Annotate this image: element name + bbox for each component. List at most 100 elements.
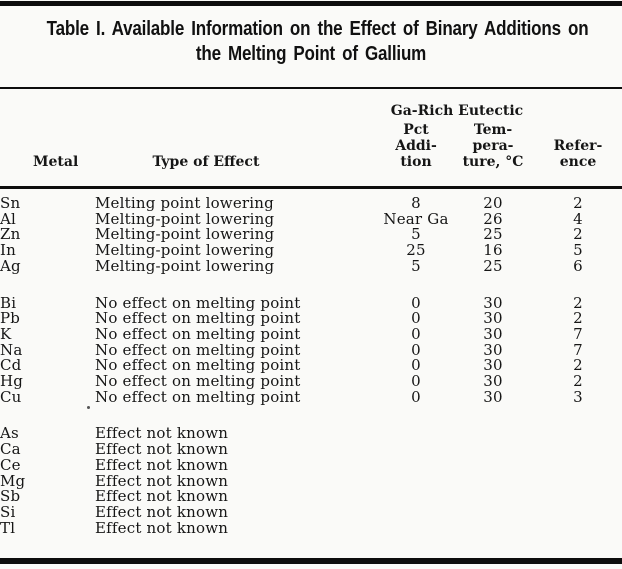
cell-ref xyxy=(534,521,622,537)
cell-temp xyxy=(452,442,534,458)
cell-pct: 5 xyxy=(411,256,421,275)
cell-effect: Melting-point lowering xyxy=(95,241,275,260)
table-row: Al Melting-point lowering Near Ga 26 4 xyxy=(0,209,622,228)
cell-ref: 2 xyxy=(573,372,583,391)
group-spacer xyxy=(0,405,622,426)
cell-effect: Effect not known xyxy=(95,455,229,474)
table-row: Mg Effect not known xyxy=(0,471,622,490)
cell-metal: Ce xyxy=(0,455,21,474)
cell-metal: Pb xyxy=(0,309,21,328)
cell-temp xyxy=(452,521,534,537)
table-top-rule xyxy=(0,1,622,6)
cell-ref xyxy=(534,505,622,521)
table-row: Ce Effect not known xyxy=(0,455,622,474)
header-metal: Metal xyxy=(33,154,79,170)
cell-metal: Cd xyxy=(0,356,22,375)
cell-effect: No effect on melting point xyxy=(95,387,301,406)
cell-pct: 0 xyxy=(411,372,421,391)
header-type-of-effect: Type of Effect xyxy=(152,154,260,170)
cell-effect: Effect not known xyxy=(95,424,229,443)
cell-temp: 30 xyxy=(483,372,503,391)
table-row: Sn Melting point lowering 8 20 2 xyxy=(0,194,622,212)
cell-effect: Effect not known xyxy=(95,487,229,506)
scan-artifact-dot xyxy=(87,406,90,409)
cell-pct: 8 xyxy=(411,194,421,212)
cell-pct xyxy=(380,458,452,474)
cell-ref: 2 xyxy=(573,293,583,312)
cell-metal: Ag xyxy=(0,256,21,275)
header-pct-addition-line3: tion xyxy=(400,154,432,170)
cell-pct: Near Ga xyxy=(383,209,449,228)
cell-temp: 20 xyxy=(483,194,503,212)
cell-pct xyxy=(380,426,452,442)
table-body: Sn Melting point lowering 8 20 2 Al Melting-po… xyxy=(0,194,622,537)
cell-effect: No effect on melting point xyxy=(95,372,301,391)
cell-ref xyxy=(534,458,622,474)
cell-pct: 0 xyxy=(411,387,421,406)
cell-pct xyxy=(380,489,452,505)
cell-effect: Melting-point lowering xyxy=(95,225,275,244)
table-row: Na No effect on melting point 0 30 7 xyxy=(0,340,622,359)
cell-temp xyxy=(452,489,534,505)
cell-effect: No effect on melting point xyxy=(95,356,301,375)
table-row: Cd No effect on melting point 0 30 2 xyxy=(0,358,622,374)
cell-ref xyxy=(534,426,622,442)
cell-effect: No effect on melting point xyxy=(95,340,301,359)
cell-metal: In xyxy=(0,241,16,260)
cell-temp: 30 xyxy=(483,356,503,375)
table-row: Bi No effect on melting point 0 30 2 xyxy=(0,293,622,312)
group-spacer-cell xyxy=(0,405,622,426)
cell-temp: 25 xyxy=(483,225,503,244)
table-row: Sb Effect not known xyxy=(0,489,622,505)
table-row: Tl Effect not known xyxy=(0,518,622,537)
table-row: Pb No effect on melting point 0 30 2 xyxy=(0,311,622,327)
cell-effect: Effect not known xyxy=(95,471,229,490)
cell-temp: 16 xyxy=(483,241,503,260)
header-ga-rich-eutectic: Ga-Rich Eutectic xyxy=(390,103,524,119)
cell-pct: 0 xyxy=(411,309,421,328)
cell-pct: 25 xyxy=(406,241,426,260)
cell-ref: 2 xyxy=(573,356,583,375)
cell-metal: As xyxy=(0,424,19,443)
group-spacer xyxy=(0,275,622,296)
cell-effect: Effect not known xyxy=(95,440,229,459)
header-pct-addition-line2: Addi- xyxy=(395,138,437,154)
cell-effect: No effect on melting point xyxy=(95,309,301,328)
cell-effect: No effect on melting point xyxy=(95,324,301,343)
cell-metal: Al xyxy=(0,209,17,228)
header-divider-rule xyxy=(0,186,622,189)
table-row: Si Effect not known xyxy=(0,502,622,521)
cell-ref: 7 xyxy=(573,324,583,343)
table-row: Cu No effect on melting point 0 30 3 xyxy=(0,387,622,406)
cell-effect: Melting-point lowering xyxy=(95,209,275,228)
header-temperature-line1: Tem- xyxy=(473,122,513,138)
cell-ref: 7 xyxy=(573,340,583,359)
cell-metal: Tl xyxy=(0,518,16,537)
cell-ref: 5 xyxy=(573,241,583,260)
header-temperature-line3: ture, °C xyxy=(462,154,524,170)
table-row: K No effect on melting point 0 30 7 xyxy=(0,324,622,343)
cell-metal: Mg xyxy=(0,471,26,490)
table-title-line1: Table I. Available Information on the Ef… xyxy=(46,18,589,40)
cell-temp: 26 xyxy=(483,209,503,228)
table-row: In Melting-point lowering 25 16 5 xyxy=(0,241,622,260)
cell-temp: 30 xyxy=(483,324,503,343)
cell-temp xyxy=(452,505,534,521)
header-pct-addition-line1: Pct xyxy=(403,122,429,138)
table-title: Table I. Available Information on the Ef… xyxy=(0,17,622,67)
table-title-line2: the Melting Point of Gallium xyxy=(195,43,427,65)
cell-pct: 0 xyxy=(411,293,421,312)
group-spacer-cell xyxy=(0,275,622,296)
table-row: Hg No effect on melting point 0 30 2 xyxy=(0,372,622,391)
cell-metal: Na xyxy=(0,340,23,359)
table-row: Zn Melting-point lowering 5 25 2 xyxy=(0,227,622,243)
table-column-headers: Ga-Rich Eutectic Pct Addi- tion Tem- per… xyxy=(0,103,622,171)
cell-metal: Bi xyxy=(0,293,17,312)
header-temperature-line2: pera- xyxy=(472,138,514,154)
cell-ref: 2 xyxy=(573,225,583,244)
cell-effect: Effect not known xyxy=(95,502,229,521)
table-row: As Effect not known xyxy=(0,426,622,442)
cell-pct: 0 xyxy=(411,324,421,343)
cell-metal: Hg xyxy=(0,372,24,391)
cell-effect: No effect on melting point xyxy=(95,293,301,312)
